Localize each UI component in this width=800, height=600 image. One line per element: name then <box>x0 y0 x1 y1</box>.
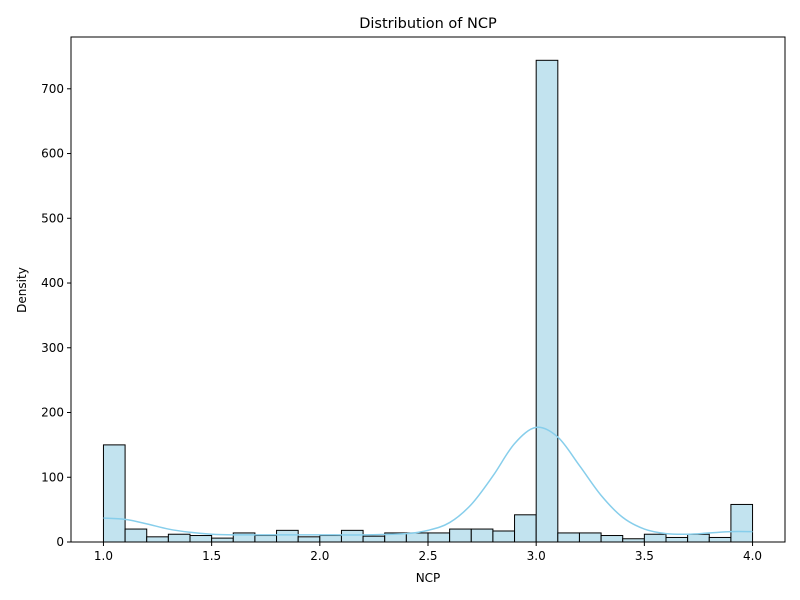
histogram-bar <box>146 536 169 543</box>
histogram-bar <box>254 535 278 543</box>
histogram-bar <box>557 532 580 543</box>
x-tick-label: 1.5 <box>202 549 221 563</box>
histogram-bar <box>405 532 429 543</box>
histogram-bar <box>427 532 451 543</box>
histogram-bar <box>514 514 537 543</box>
histogram-bar <box>730 503 754 543</box>
histogram-bar <box>687 533 710 543</box>
x-tick-label: 1.0 <box>94 549 113 563</box>
plot-frame <box>70 36 786 543</box>
x-axis-label: NCP <box>416 571 441 585</box>
histogram-bar <box>102 444 126 543</box>
y-tick-label: 200 <box>41 406 64 420</box>
histogram-bar <box>665 536 689 543</box>
histogram-bar <box>535 59 559 543</box>
histogram-bar <box>297 536 321 543</box>
y-axis: 0 100 200 300 400 500 600 700 <box>41 82 71 549</box>
x-tick-label: 3.5 <box>635 549 654 563</box>
histogram-bar <box>470 528 494 543</box>
histogram-bar <box>124 528 148 543</box>
y-tick-label: 0 <box>56 535 64 549</box>
histogram-bar <box>578 532 602 543</box>
histogram-bar <box>600 535 624 543</box>
x-tick-label: 3.0 <box>527 549 546 563</box>
x-axis: 1.0 1.5 2.0 2.5 3.0 3.5 4.0 <box>94 542 762 563</box>
histogram-bar <box>362 535 386 543</box>
histogram-bar <box>276 529 299 543</box>
histogram-bars <box>102 59 754 543</box>
y-tick-label: 100 <box>41 470 64 484</box>
histogram-bar <box>492 530 516 543</box>
y-tick-label: 300 <box>41 341 64 355</box>
kde-curve <box>103 426 753 536</box>
histogram-bar <box>167 533 191 543</box>
histogram-bar <box>340 529 364 543</box>
y-tick-label: 500 <box>41 211 64 225</box>
histogram-bar <box>643 533 667 543</box>
histogram-bar <box>449 528 472 543</box>
y-tick-label: 700 <box>41 82 64 96</box>
x-tick-label: 4.0 <box>743 549 762 563</box>
x-tick-label: 2.0 <box>310 549 329 563</box>
histogram-bar <box>211 537 234 543</box>
histogram-bar <box>189 535 213 543</box>
x-tick-label: 2.5 <box>418 549 437 563</box>
histogram-bar <box>319 535 342 543</box>
y-tick-label: 400 <box>41 276 64 290</box>
y-tick-label: 600 <box>41 147 64 161</box>
histogram-bar <box>708 536 732 543</box>
y-axis-label: Density <box>15 267 29 313</box>
chart-title: Distribution of NCP <box>359 16 497 32</box>
